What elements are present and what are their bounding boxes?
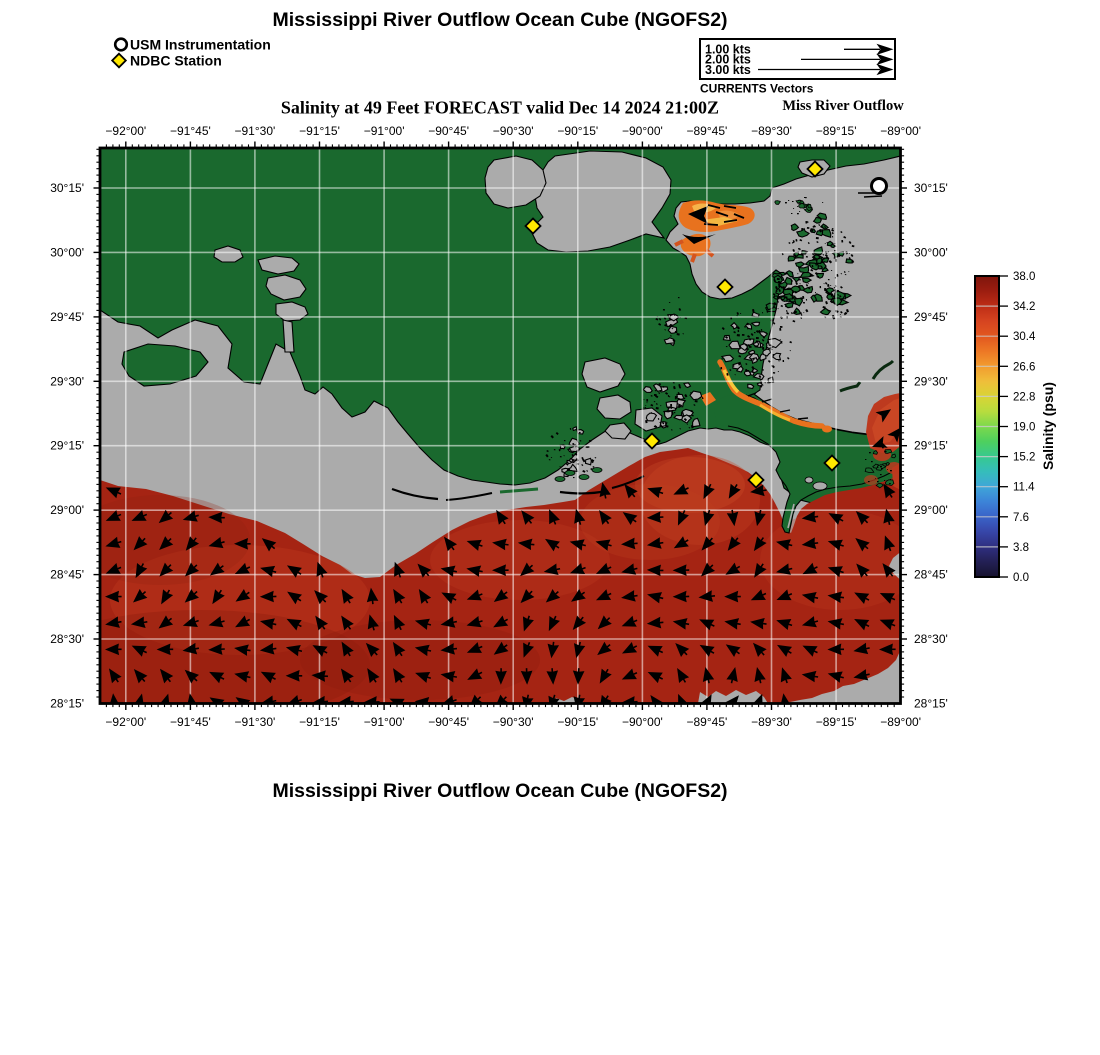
svg-text:2.00 kts: 2.00 kts (705, 53, 751, 67)
svg-text:−89°00': −89°00' (880, 715, 921, 729)
svg-text:−91°45': −91°45' (170, 124, 211, 138)
svg-text:−92°00': −92°00' (105, 124, 146, 138)
svg-text:29°45': 29°45' (50, 310, 84, 324)
svg-text:−91°30': −91°30' (235, 124, 276, 138)
svg-text:3.00 kts: 3.00 kts (705, 63, 751, 77)
svg-text:29°45': 29°45' (914, 310, 948, 324)
svg-text:19.0: 19.0 (1013, 422, 1035, 434)
svg-text:Salinity (psu): Salinity (psu) (1040, 382, 1056, 470)
svg-text:29°15': 29°15' (914, 439, 948, 453)
svg-text:15.2: 15.2 (1013, 452, 1035, 464)
svg-text:30.4: 30.4 (1013, 331, 1036, 343)
svg-text:29°30': 29°30' (914, 374, 948, 388)
svg-text:−90°00': −90°00' (622, 124, 663, 138)
svg-text:Salinity at 49 Feet FORECAST v: Salinity at 49 Feet FORECAST valid Dec 1… (281, 98, 719, 118)
svg-text:−89°15': −89°15' (816, 124, 857, 138)
svg-text:−91°00': −91°00' (364, 715, 405, 729)
svg-text:28°30': 28°30' (914, 632, 948, 646)
svg-text:28°15': 28°15' (50, 696, 84, 710)
svg-text:−89°30': −89°30' (751, 715, 792, 729)
svg-text:−90°30': −90°30' (493, 715, 534, 729)
svg-text:3.8: 3.8 (1013, 542, 1029, 554)
svg-text:Mississippi River Outflow Ocea: Mississippi River Outflow Ocean Cube (NG… (272, 780, 727, 802)
svg-text:−90°15': −90°15' (557, 124, 598, 138)
svg-text:−91°15': −91°15' (299, 124, 340, 138)
svg-text:Mississippi River Outflow Ocea: Mississippi River Outflow Ocean Cube (NG… (272, 9, 727, 31)
svg-text:22.8: 22.8 (1013, 391, 1035, 403)
svg-text:30°00': 30°00' (50, 245, 84, 259)
svg-text:−92°00': −92°00' (105, 715, 146, 729)
svg-text:30°00': 30°00' (914, 245, 948, 259)
svg-text:−91°45': −91°45' (170, 715, 211, 729)
svg-text:−89°45': −89°45' (687, 715, 728, 729)
svg-text:−90°00': −90°00' (622, 715, 663, 729)
svg-text:11.4: 11.4 (1013, 482, 1035, 494)
svg-text:USM Instrumentation: USM Instrumentation (130, 37, 271, 53)
svg-text:28°30': 28°30' (50, 632, 84, 646)
svg-text:38.0: 38.0 (1013, 271, 1035, 283)
svg-text:30°15': 30°15' (50, 181, 84, 195)
svg-text:29°00': 29°00' (50, 503, 84, 517)
svg-text:1.00 kts: 1.00 kts (705, 43, 751, 57)
svg-text:Miss River Outflow: Miss River Outflow (782, 98, 904, 114)
svg-text:−89°30': −89°30' (751, 124, 792, 138)
svg-text:CURRENTS Vectors: CURRENTS Vectors (700, 82, 814, 96)
svg-text:34.2: 34.2 (1013, 301, 1035, 313)
svg-text:−89°15': −89°15' (816, 715, 857, 729)
svg-text:28°45': 28°45' (914, 568, 948, 582)
svg-text:0.0: 0.0 (1013, 572, 1029, 584)
svg-text:−91°00': −91°00' (364, 124, 405, 138)
svg-text:26.6: 26.6 (1013, 361, 1035, 373)
svg-text:−90°15': −90°15' (557, 715, 598, 729)
svg-text:NDBC Station: NDBC Station (130, 53, 222, 69)
svg-text:−89°00': −89°00' (880, 124, 921, 138)
svg-text:−91°15': −91°15' (299, 715, 340, 729)
svg-text:29°15': 29°15' (50, 439, 84, 453)
svg-text:−90°45': −90°45' (428, 124, 469, 138)
svg-text:30°15': 30°15' (914, 181, 948, 195)
svg-text:29°30': 29°30' (50, 374, 84, 388)
svg-text:−91°30': −91°30' (235, 715, 276, 729)
svg-text:−90°30': −90°30' (493, 124, 534, 138)
svg-text:28°15': 28°15' (914, 696, 948, 710)
svg-text:−89°45': −89°45' (687, 124, 728, 138)
svg-text:−90°45': −90°45' (428, 715, 469, 729)
svg-text:28°45': 28°45' (50, 568, 84, 582)
svg-text:29°00': 29°00' (914, 503, 948, 517)
svg-text:7.6: 7.6 (1013, 512, 1029, 524)
